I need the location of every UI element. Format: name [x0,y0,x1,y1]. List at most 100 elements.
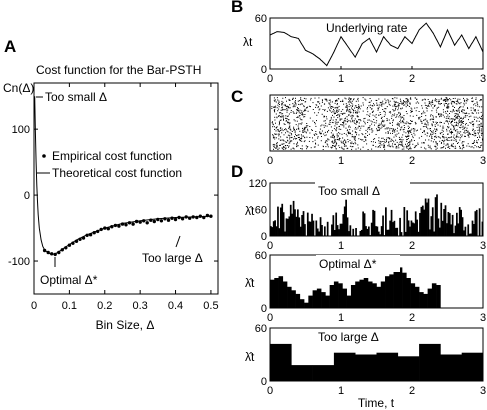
spike-dot [352,130,354,132]
spike-dot [392,120,394,122]
spike-dot [441,114,443,116]
spike-dot [376,128,377,130]
spike-dot [295,103,297,105]
spike-dot [354,110,356,112]
spike-dot [345,133,347,135]
spike-dot [442,114,444,116]
spike-dot [345,117,346,119]
spike-dot [476,140,478,142]
spike-dot [398,132,400,134]
spike-dot [405,145,407,147]
spike-dot [414,107,416,109]
spike-dot [357,107,359,109]
spike-dot [424,102,426,104]
spike-dot [454,125,456,127]
spike-dot [396,97,398,99]
spike-dot [371,148,373,150]
spike-dot [320,132,322,134]
spike-dot [317,107,319,109]
spike-dot [345,141,347,143]
spike-dot [423,142,424,144]
panel-d1-y-label: λ̂t [245,204,255,218]
spike-dot [392,129,394,131]
spike-dot [343,133,345,134]
spike-dot [341,147,343,149]
spike-dot [400,114,401,116]
panel-a-x-tick-label: 0.1 [62,300,77,312]
spike-dot [324,131,326,133]
spike-dot [381,121,383,122]
spike-dot [445,144,447,146]
empirical-cost-point [103,226,107,230]
panel-a-x-tick-label: 0.3 [133,300,148,312]
spike-dot [446,97,448,99]
spike-dot [447,106,449,108]
d2-bar [316,288,322,308]
d2-bar [355,281,360,308]
spike-dot [400,107,402,109]
spike-dot [278,121,280,123]
spike-dot [326,118,328,120]
spike-dot [278,147,280,149]
spike-dot [335,106,337,108]
spike-dot [314,123,316,125]
spike-dot [423,130,425,132]
spike-dot [362,102,364,104]
spike-dot [338,137,340,139]
d1-bar [289,204,292,236]
d1-bar [410,220,413,236]
spike-dot [436,147,438,149]
spike-dot [362,104,364,106]
spike-dot [439,114,441,116]
spike-dot [465,112,467,114]
panel-a-y-tick-label: 0 [24,190,30,202]
spike-dot [445,99,447,101]
d1-bar [448,213,451,236]
spike-dot [430,148,432,150]
d1-bar [359,231,362,236]
panel-d1-x-tick-label: 3 [480,240,486,252]
spike-dot [361,133,363,135]
spike-dot [294,106,296,108]
spike-dot [279,122,280,124]
spike-dot [293,105,295,107]
spike-dot [436,129,438,131]
spike-dot [281,132,283,134]
spike-dot [283,140,285,142]
d1-bar [471,220,474,236]
spike-dot [338,145,340,147]
spike-dot [294,101,296,103]
spike-dot [399,138,401,140]
spike-dot [347,139,349,140]
d1-bar [348,231,350,236]
spike-dot [351,146,353,148]
spike-dot [407,146,409,147]
spike-dot [400,140,402,142]
empirical-cost-point [50,252,54,256]
spike-dot [474,140,475,142]
spike-dot [471,121,473,123]
spike-dot [384,110,386,112]
panel-d2-x-tick-label: 2 [409,312,415,324]
spike-dot [277,102,279,104]
spike-dot [279,112,280,114]
spike-dot [407,122,409,124]
spike-dot [457,143,458,144]
spike-dot [403,148,405,150]
spike-dot [440,98,442,100]
spike-dot [400,144,402,145]
spike-dot [326,140,328,142]
spike-dot [393,115,395,117]
spike-dot [278,115,280,116]
spike-dot [293,128,295,130]
spike-dot [357,97,359,99]
spike-dot [359,126,361,127]
spike-dot [381,102,383,104]
spike-dot [356,115,358,117]
spike-dot [374,115,376,117]
spike-dot [271,107,273,109]
spike-dot [451,101,453,103]
spike-dot [420,119,422,121]
